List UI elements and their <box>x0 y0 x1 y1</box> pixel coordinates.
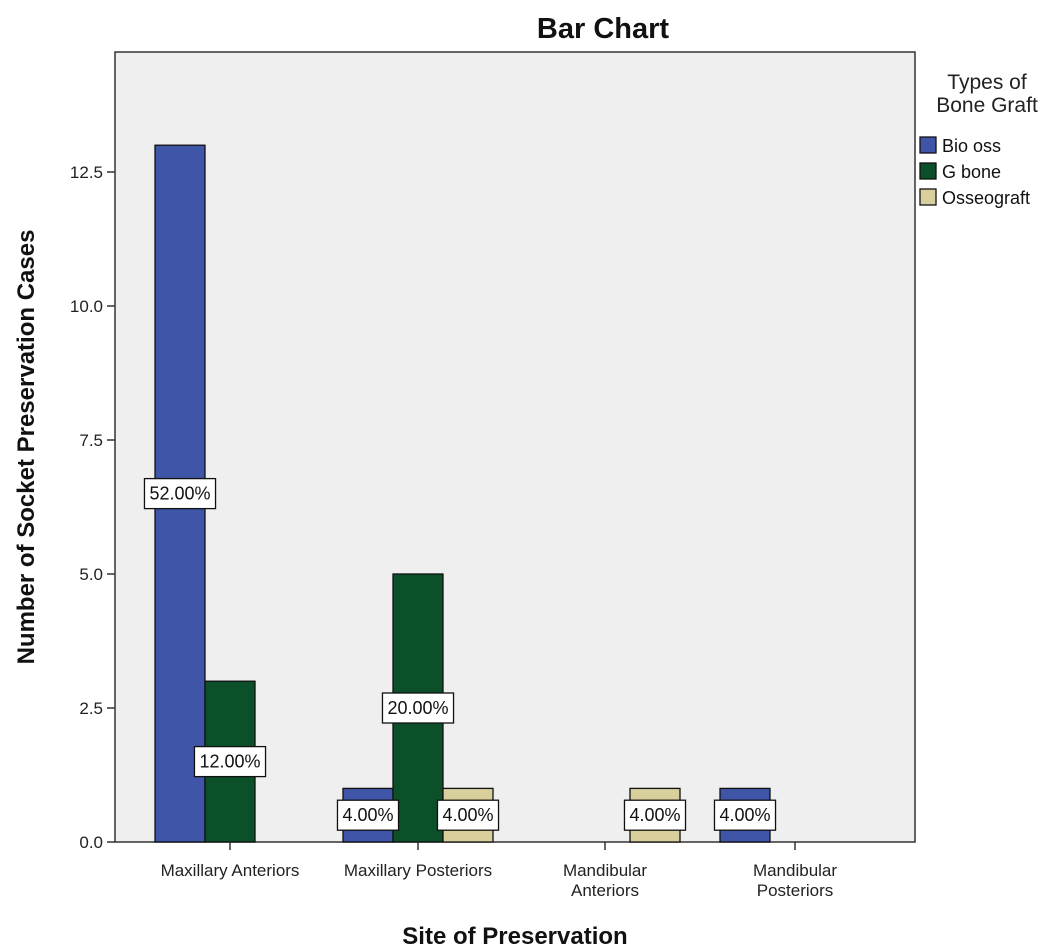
data-label: 12.00% <box>193 745 267 778</box>
data-label-text: 20.00% <box>387 698 448 718</box>
data-label-text: 4.00% <box>342 805 393 825</box>
x-tick-label-line: Mandibular <box>563 861 647 880</box>
data-label: 20.00% <box>381 692 455 724</box>
legend-title-line: Bone Graft <box>936 94 1038 117</box>
legend-swatch <box>919 162 937 180</box>
y-tick-label: 10.0 <box>70 297 103 316</box>
x-tick-label-line: Maxillary Anteriors <box>161 861 300 880</box>
y-axis: 0.0 2.5 5.0 7.5 10.0 12.5 <box>70 163 115 852</box>
x-tick-label: Mandibular Posteriors <box>753 861 837 900</box>
x-tick-label: Mandibular Anteriors <box>563 861 647 900</box>
data-label-text: 4.00% <box>442 805 493 825</box>
y-tick-label: 12.5 <box>70 163 103 182</box>
data-label-text: 12.00% <box>199 752 260 772</box>
data-label: 4.00% <box>713 799 777 831</box>
x-tick-label: Maxillary Posteriors <box>344 861 492 880</box>
legend-swatch <box>919 136 937 154</box>
data-label-box <box>623 799 687 831</box>
x-axis: Maxillary Anteriors Maxillary Posteriors M… <box>161 842 837 900</box>
data-label: 4.00% <box>436 799 500 831</box>
data-label-box <box>713 799 777 831</box>
legend-label: Osseograft <box>942 188 1030 208</box>
legend-label: G bone <box>942 162 1001 182</box>
legend-label: Bio oss <box>942 136 1001 156</box>
y-tick-label: 0.0 <box>79 833 103 852</box>
x-tick-label-line: Mandibular <box>753 861 837 880</box>
x-tick-label-line: Anteriors <box>571 881 639 900</box>
x-tick-label-line: Maxillary Posteriors <box>344 861 492 880</box>
y-tick-label: 5.0 <box>79 565 103 584</box>
legend-swatch <box>919 188 937 206</box>
data-label-box <box>336 799 400 831</box>
data-label-box <box>143 477 217 510</box>
data-label-text: 52.00% <box>149 484 210 504</box>
legend-title-line: Types of <box>947 71 1027 94</box>
chart-title: Bar Chart <box>537 13 669 45</box>
x-axis-title: Site of Preservation <box>402 923 627 948</box>
legend: Types of Bone Graft Bio oss G bone Osseograf… <box>919 71 1038 208</box>
data-label-text: 4.00% <box>719 805 770 825</box>
data-label-text: 4.00% <box>629 805 680 825</box>
x-tick-label: Maxillary Anteriors <box>161 861 300 880</box>
data-labels-group: 52.00% 12.00% 4.00% 20.00% 4.00% 4.00% 4.00% <box>143 477 777 831</box>
data-label: 4.00% <box>623 799 687 831</box>
y-axis-title: Number of Socket Preservation Cases <box>13 230 40 665</box>
data-label: 4.00% <box>336 799 400 831</box>
data-label-box <box>381 692 455 724</box>
y-tick-label: 7.5 <box>79 431 103 450</box>
legend-title: Types of Bone Graft <box>936 71 1038 117</box>
data-label-box <box>193 745 267 778</box>
data-label: 52.00% <box>143 477 217 510</box>
data-label-box <box>436 799 500 831</box>
x-tick-label-line: Posteriors <box>757 881 834 900</box>
y-tick-label: 2.5 <box>79 699 103 718</box>
